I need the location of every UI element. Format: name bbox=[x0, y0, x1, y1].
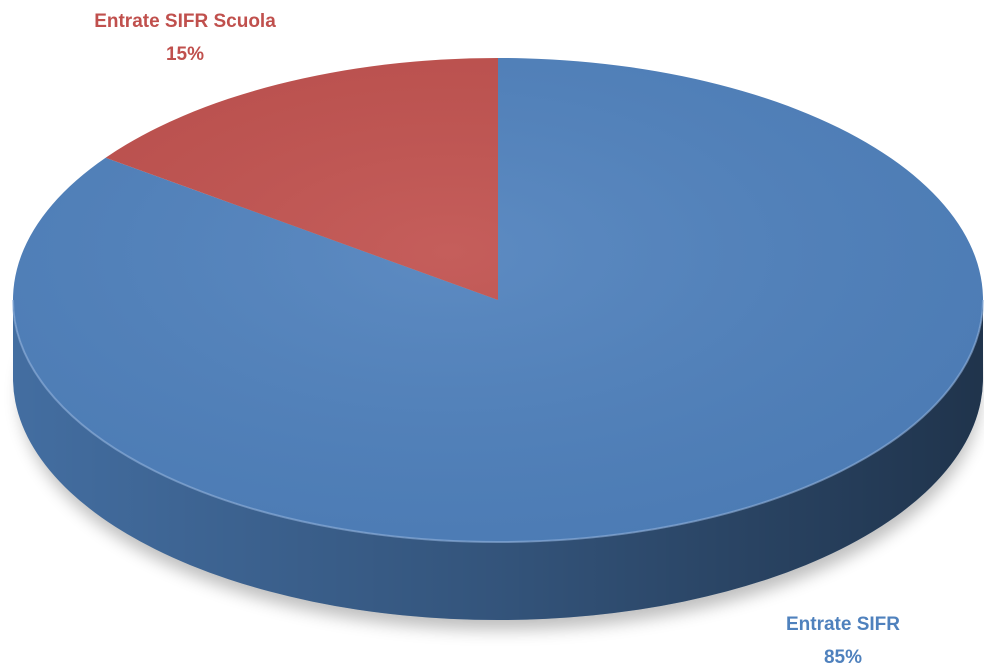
gloss bbox=[13, 58, 983, 542]
slice-side-shade bbox=[13, 300, 983, 620]
slice-label: Entrate SIFR bbox=[786, 614, 900, 635]
slice-label: Entrate SIFR Scuola bbox=[94, 11, 276, 32]
slice-value-label: 85% bbox=[824, 647, 862, 668]
slice-value-label: 15% bbox=[166, 44, 204, 65]
rim-highlight bbox=[12, 299, 984, 543]
